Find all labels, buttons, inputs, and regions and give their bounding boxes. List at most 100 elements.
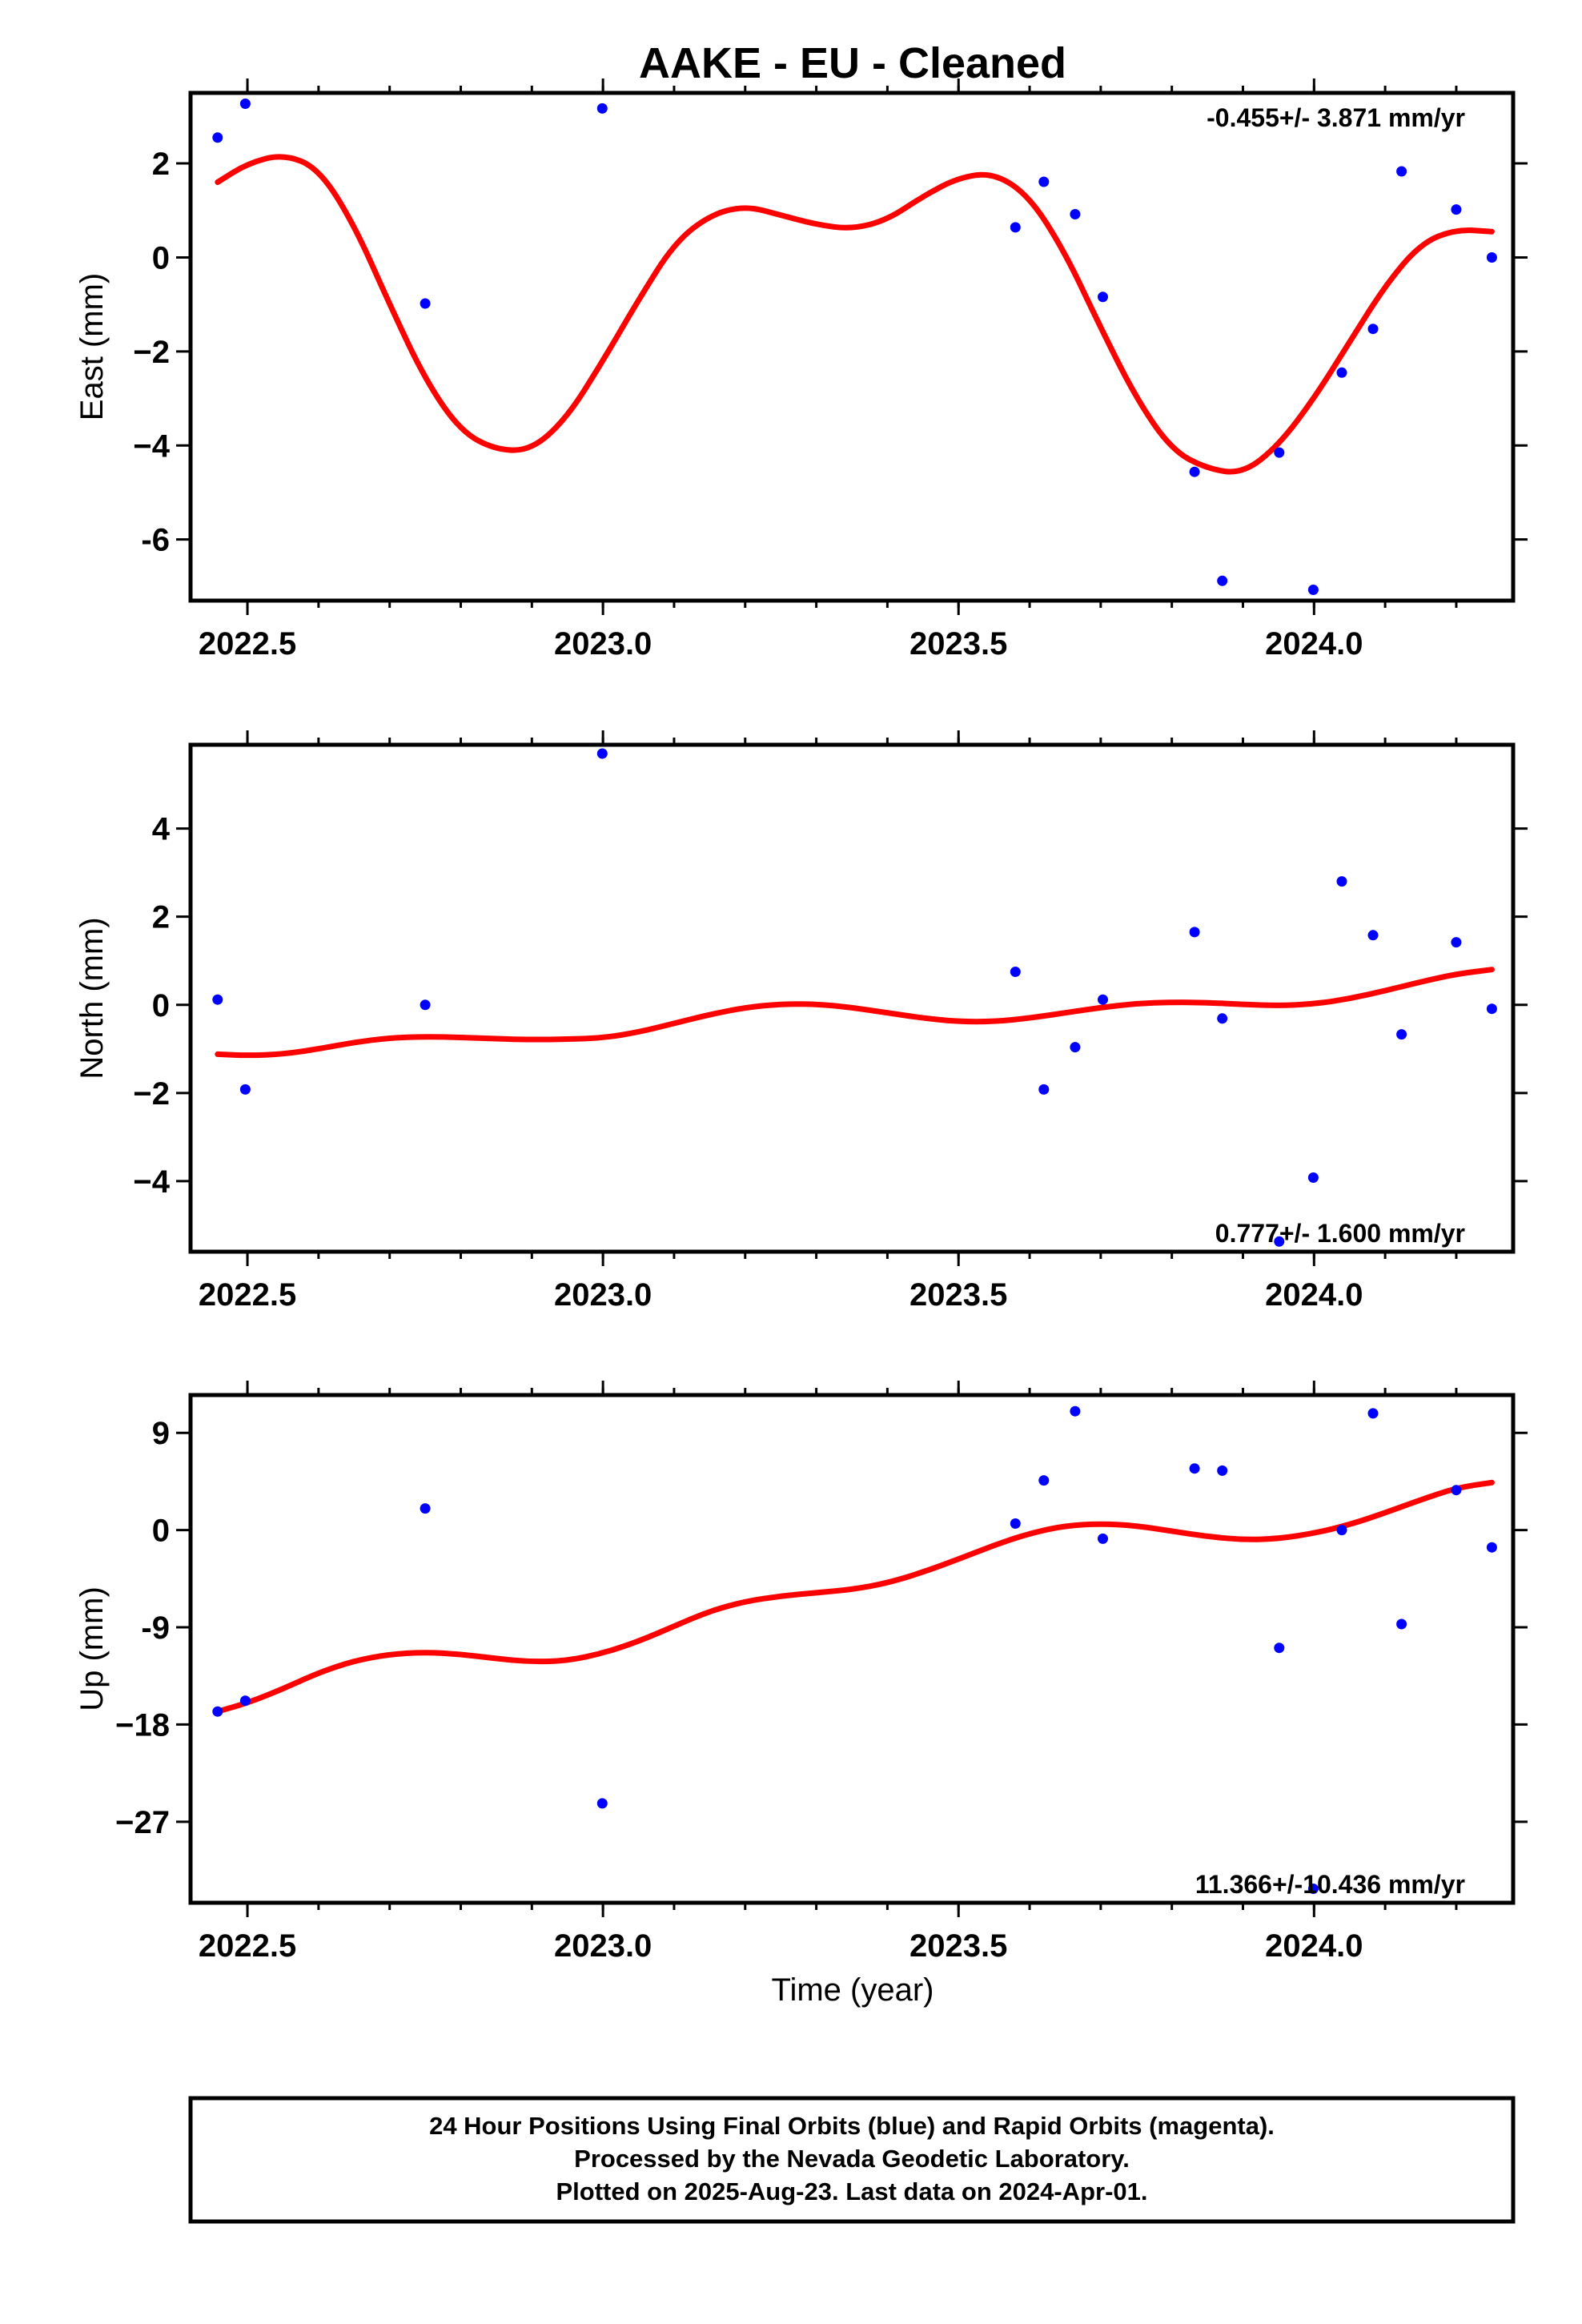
east-y-tick-label: 0 [152, 240, 170, 275]
east-trend-line [215, 154, 1495, 475]
up-data-point [1070, 1405, 1081, 1417]
up-y-axis-label: Up (mm) [74, 1586, 110, 1711]
east-data-point [1010, 222, 1021, 233]
north-data-point [596, 748, 608, 759]
east-y-axis-label: East (mm) [74, 273, 110, 420]
footer-frame [188, 2096, 1516, 2224]
east-data-point [596, 103, 608, 114]
up-x-tick-label: 2024.0 [1265, 1928, 1363, 1964]
footer-box: 24 Hour Positions Using Final Orbits (bl… [188, 2096, 1516, 2224]
east-x-tick-label: 2022.5 [199, 626, 296, 661]
up-plot-frame [188, 1393, 1516, 1905]
north-data-point [420, 999, 431, 1011]
footer-line-3: Plotted on 2025-Aug-23. Last data on 202… [556, 2177, 1147, 2205]
north-data-point [1367, 930, 1379, 941]
footer-line-2: Processed by the Nevada Geodetic Laborat… [574, 2145, 1130, 2173]
up-trend-line [215, 1479, 1495, 1715]
up-data-point [420, 1503, 431, 1514]
north-x-tick-label: 2022.5 [199, 1277, 296, 1313]
up-data-point [1217, 1465, 1228, 1476]
up-data-point [1189, 1463, 1200, 1474]
north-x-tick-label: 2024.0 [1265, 1277, 1363, 1313]
north-data-point [1336, 876, 1347, 887]
up-x-tick-label: 2023.0 [554, 1928, 652, 1964]
north-y-tick-label: 4 [152, 812, 171, 847]
north-data-point [1070, 1042, 1081, 1053]
east-data-point [1038, 176, 1050, 187]
up-data-point [1038, 1475, 1050, 1486]
north-y-tick-label: −2 [133, 1076, 170, 1112]
up-data-point [1274, 1642, 1285, 1654]
east-x-tick-label: 2023.0 [554, 626, 652, 661]
up-data-point [1367, 1408, 1379, 1419]
north-data-point [1451, 937, 1462, 948]
up-y-tick-label: −18 [115, 1707, 170, 1743]
up-data-point [1451, 1485, 1462, 1496]
north-rate-annotation: 0.777+/- 1.600 mm/yr [1215, 1219, 1465, 1248]
up-rate-annotation: 11.366+/-10.436 mm/yr [1195, 1870, 1465, 1899]
north-y-tick-label: 2 [152, 900, 170, 935]
east-data-point [1451, 204, 1462, 215]
footer-line-1: 24 Hour Positions Using Final Orbits (bl… [429, 2112, 1275, 2140]
north-plot-frame [188, 742, 1516, 1254]
east-data-point [420, 298, 431, 309]
east-x-tick-label: 2024.0 [1265, 626, 1363, 661]
east-y-tick-label: −4 [133, 428, 170, 464]
up-data-point [1098, 1533, 1108, 1544]
east-y-tick-label: 2 [152, 147, 170, 182]
north-x-tick-label: 2023.5 [909, 1277, 1007, 1313]
east-data-point [1070, 209, 1081, 219]
east-data-point [1396, 166, 1407, 177]
east-data-point [1217, 575, 1228, 586]
up-y-tick-label: -9 [141, 1610, 170, 1646]
north-data-point [1274, 1236, 1285, 1247]
east-data-point [1367, 324, 1379, 335]
up-data-point [596, 1798, 608, 1809]
up-data-point [1396, 1618, 1407, 1630]
up-data-point [1336, 1525, 1347, 1536]
east-data-point [212, 132, 223, 143]
up-y-tick-label: −27 [115, 1805, 170, 1840]
north-data-point [1486, 1003, 1497, 1015]
north-data-point [1098, 994, 1108, 1005]
north-trend-line [215, 967, 1495, 1059]
up-y-tick-label: 9 [152, 1416, 170, 1451]
east-data-point [1189, 466, 1200, 477]
figure-title: AAKE - EU - Cleaned [639, 39, 1066, 87]
up-data-point [212, 1706, 223, 1717]
up-data-point [1307, 1884, 1319, 1894]
north-y-tick-label: −4 [133, 1164, 170, 1200]
east-data-point [1098, 292, 1108, 303]
north-data-point [239, 1084, 251, 1095]
north-data-point [1010, 967, 1021, 977]
up-panel: 2022.5 2023.0 2023.5 2024.0 9 0 -9 −18 −27 Up (mm… [74, 1381, 1528, 1964]
east-data-point [1307, 585, 1319, 595]
east-data-point [1486, 252, 1497, 263]
east-x-tick-label: 2023.5 [909, 626, 1007, 661]
north-panel: 2022.5 2023.0 2023.5 2024.0 4 2 0 −2 −4 North (mm… [74, 730, 1528, 1313]
east-panel: 2022.5 2023.0 2023.5 2024.0 2 0 −2 −4 -6 East (mm… [74, 78, 1528, 661]
x-axis-label: Time (year) [772, 1972, 934, 2008]
north-data-point [212, 994, 223, 1005]
up-data-point [239, 1695, 251, 1707]
east-plot-frame [188, 90, 1516, 603]
east-data-point [1336, 367, 1347, 378]
east-y-tick-label: −2 [133, 335, 170, 370]
north-x-tick-label: 2023.0 [554, 1277, 652, 1313]
up-x-tick-label: 2022.5 [199, 1928, 296, 1964]
up-data-point [1486, 1542, 1497, 1553]
east-data-point [239, 99, 251, 109]
north-data-point [1038, 1084, 1050, 1095]
north-data-point [1217, 1013, 1228, 1024]
north-y-axis-label: North (mm) [74, 917, 110, 1079]
east-data-point [1274, 447, 1285, 458]
up-y-tick-label: 0 [152, 1514, 170, 1549]
north-data-point [1189, 927, 1200, 938]
up-x-tick-label: 2023.5 [909, 1928, 1007, 1964]
north-data-point [1307, 1172, 1319, 1183]
north-y-tick-label: 0 [152, 988, 170, 1023]
east-y-tick-label: -6 [141, 523, 170, 558]
up-data-point [1010, 1518, 1021, 1529]
east-rate-annotation: -0.455+/- 3.871 mm/yr [1207, 103, 1465, 132]
